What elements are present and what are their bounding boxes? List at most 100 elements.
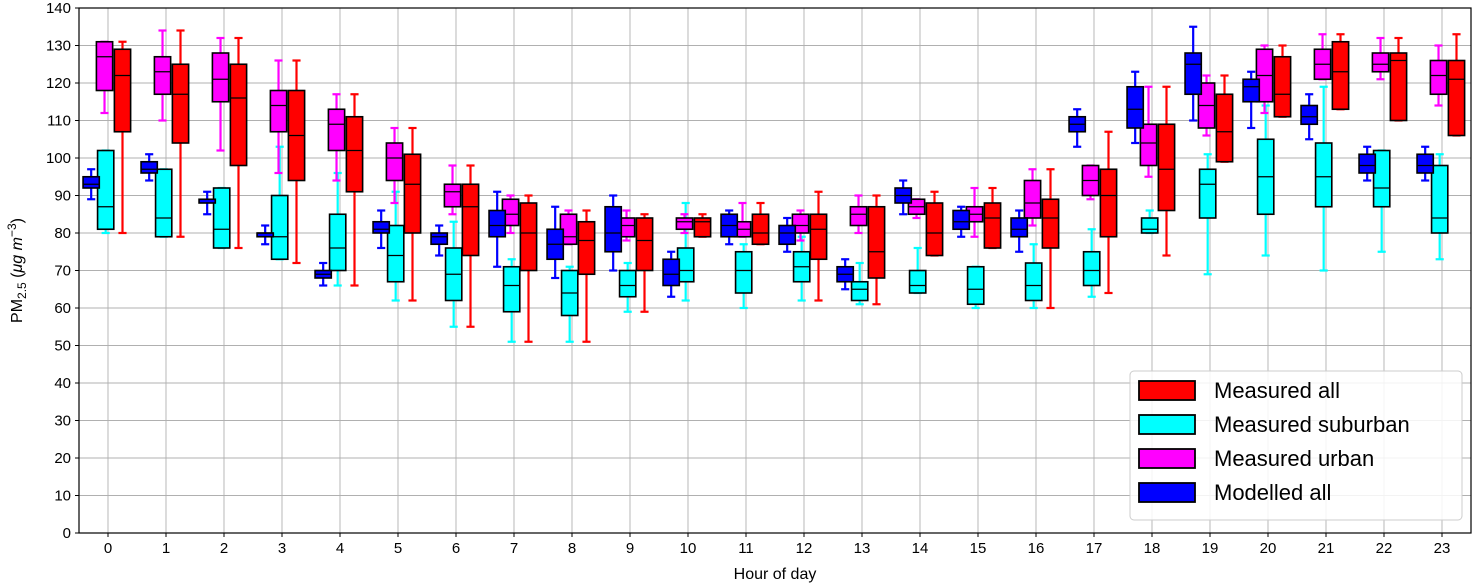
box (1430, 164, 1449, 234)
box (925, 202, 944, 257)
legend-swatch (1138, 380, 1196, 401)
y-tick-label: 10 (54, 488, 71, 505)
box (519, 202, 538, 272)
x-tick-label: 0 (104, 540, 112, 557)
y-title-close: ) (9, 218, 26, 223)
x-ticks: 0 1 2 3 4 5 6 7 8 9 10 11 12 13 14 15 16 17 18 19 20 21 22 23 (104, 533, 1450, 557)
box (867, 205, 886, 279)
x-tick-label: 5 (394, 540, 402, 557)
box (403, 153, 422, 234)
box (1184, 52, 1203, 96)
box (850, 280, 869, 302)
legend-label: Measured all (1214, 378, 1340, 403)
legend-label: Modelled all (1214, 480, 1331, 505)
box (952, 209, 971, 231)
y-tick-label: 110 (47, 113, 71, 130)
box (1215, 93, 1234, 163)
box (140, 160, 159, 174)
box (386, 224, 405, 283)
y-title-open: ( (9, 272, 26, 282)
x-tick-label: 18 (1144, 540, 1161, 557)
x-tick-label: 2 (220, 540, 228, 557)
box (618, 269, 637, 298)
box (1099, 168, 1118, 238)
x-tick-label: 14 (912, 540, 929, 557)
x-tick-label: 9 (626, 540, 634, 557)
legend: Measured all Measured suburban Measured ur… (1129, 370, 1463, 521)
x-tick-label: 21 (1318, 540, 1335, 557)
box (908, 269, 927, 294)
x-tick-label: 8 (568, 540, 576, 557)
box (345, 115, 364, 193)
y-tick-label: 80 (54, 225, 71, 242)
y-ticks: 0 10 20 30 40 50 60 70 80 90 100 110 120 130 140 (46, 0, 79, 542)
box (1242, 78, 1261, 103)
legend-label: Measured suburban (1214, 412, 1410, 437)
box (734, 250, 753, 294)
box-series (82, 25, 1466, 343)
y-tick-label: 100 (46, 150, 71, 167)
box (211, 52, 230, 103)
legend-swatch (1138, 482, 1196, 503)
box (1140, 217, 1159, 234)
box (604, 205, 623, 253)
box (430, 232, 449, 246)
y-tick-label: 30 (54, 413, 71, 430)
box (1024, 262, 1043, 302)
box (443, 183, 462, 208)
y-title-exp: −3 (5, 223, 19, 237)
box (461, 183, 480, 257)
series-measured-all (113, 29, 1466, 343)
x-tick-label: 7 (510, 540, 518, 557)
box (171, 63, 190, 144)
box (372, 220, 391, 234)
y-axis-title: PM2.5 (μg m−3) (5, 218, 29, 323)
box (1331, 40, 1350, 111)
box (809, 213, 828, 261)
box (1157, 123, 1176, 212)
series-measured-suburban (96, 85, 1449, 343)
y-tick-label: 0 (63, 525, 71, 542)
box (82, 175, 101, 189)
box (212, 187, 231, 249)
box (327, 108, 346, 152)
x-tick-label: 4 (336, 540, 344, 557)
box (269, 89, 288, 133)
y-tick-label: 130 (46, 38, 71, 55)
box (270, 194, 289, 261)
x-tick-label: 20 (1260, 540, 1277, 557)
box (502, 265, 521, 313)
x-tick-label: 11 (738, 540, 754, 557)
y-title-main: PM (9, 299, 26, 323)
box (96, 149, 115, 231)
x-tick-label: 10 (680, 540, 697, 557)
x-tick-label: 13 (854, 540, 871, 557)
box (1389, 52, 1408, 122)
legend-swatch (1138, 448, 1196, 469)
box (983, 202, 1002, 249)
box (577, 220, 596, 276)
box (1273, 55, 1292, 118)
box (1300, 104, 1319, 126)
x-tick-label: 17 (1086, 540, 1103, 557)
x-tick-label: 3 (278, 540, 286, 557)
box (1082, 250, 1101, 287)
box (113, 48, 132, 133)
y-tick-label: 40 (54, 375, 71, 392)
legend-label: Measured urban (1214, 446, 1374, 471)
y-tick-label: 50 (54, 338, 71, 355)
y-tick-label: 20 (54, 450, 71, 467)
x-tick-label: 19 (1202, 540, 1219, 557)
y-tick-label: 120 (46, 75, 71, 92)
box (229, 63, 248, 167)
box (1198, 168, 1217, 219)
series-modelled-all (82, 25, 1435, 298)
box (675, 217, 694, 231)
box (1416, 153, 1435, 174)
box (751, 213, 770, 246)
box (1371, 52, 1390, 73)
box (153, 55, 172, 96)
x-tick-label: 6 (452, 540, 460, 557)
y-tick-label: 60 (54, 300, 71, 317)
box (1429, 59, 1448, 96)
